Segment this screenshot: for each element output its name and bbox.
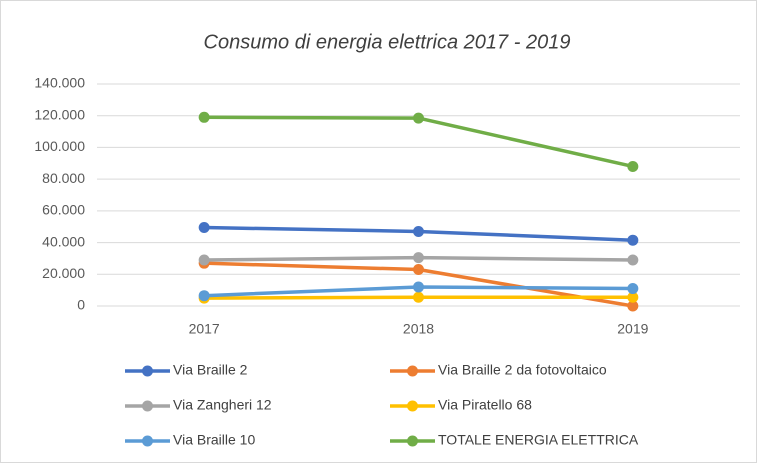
data-point <box>627 300 639 312</box>
legend-label: Via Braille 2 <box>173 362 248 378</box>
legend-marker <box>142 365 153 377</box>
y-tick-label: 140.000 <box>34 75 85 91</box>
data-point <box>627 234 639 246</box>
data-point <box>413 281 424 293</box>
legend-label: TOTALE ENERGIA ELETTRICA <box>438 432 639 448</box>
y-tick-label: 20.000 <box>42 265 85 281</box>
legend-marker <box>407 435 418 447</box>
data-point <box>627 283 639 295</box>
x-tick-label: 2018 <box>403 321 434 337</box>
data-point <box>198 290 210 302</box>
y-tick-label: 100.000 <box>34 138 85 154</box>
y-tick-label: 0 <box>77 297 85 313</box>
data-point <box>198 111 210 123</box>
legend-label: Via Zangheri 12 <box>173 397 272 413</box>
legend-marker <box>407 400 418 412</box>
data-point <box>627 291 639 303</box>
legend-label: Via Braille 10 <box>173 432 255 448</box>
chart-title: Consumo di energia elettrica 2017 - 2019 <box>204 31 571 53</box>
y-tick-label: 60.000 <box>42 202 85 218</box>
data-point <box>413 252 424 264</box>
x-tick-label: 2019 <box>617 321 648 337</box>
legend-label: Via Piratello 68 <box>438 397 532 413</box>
data-point <box>627 160 639 172</box>
legend-marker <box>142 400 153 412</box>
data-point <box>413 225 424 237</box>
data-point <box>413 112 424 124</box>
y-tick-label: 120.000 <box>34 106 85 122</box>
legend-label: Via Braille 2 da fotovoltaico <box>438 362 607 378</box>
data-point <box>627 254 639 266</box>
legend-marker <box>407 365 418 377</box>
y-tick-label: 80.000 <box>42 170 85 186</box>
data-point <box>413 264 424 276</box>
y-tick-label: 40.000 <box>42 233 85 249</box>
data-point <box>198 254 210 266</box>
data-point <box>198 222 210 234</box>
x-tick-label: 2017 <box>189 321 220 337</box>
legend-marker <box>142 435 153 447</box>
data-point <box>413 291 424 303</box>
